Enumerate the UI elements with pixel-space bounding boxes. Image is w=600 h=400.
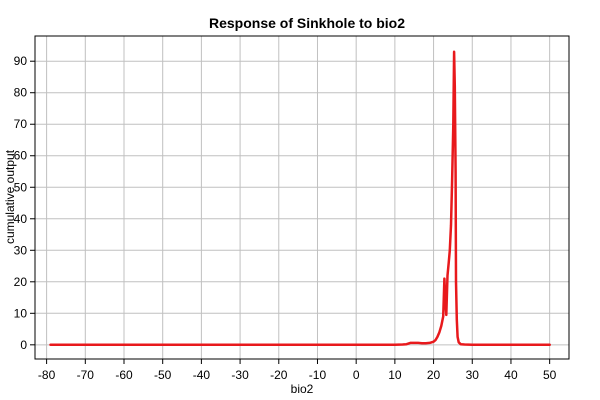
y-tick-label: 30 <box>14 243 28 257</box>
y-tick-label: 10 <box>14 306 28 320</box>
plot-frame <box>34 35 570 360</box>
x-tick-label: -50 <box>154 368 172 382</box>
x-tick-label: 50 <box>543 368 557 382</box>
y-tick-label: 80 <box>14 86 28 100</box>
x-tick-label: 30 <box>466 368 480 382</box>
x-axis-label: bio2 <box>291 382 314 396</box>
y-tick-label: 20 <box>14 275 28 289</box>
x-tick-label: 0 <box>353 368 360 382</box>
x-tick-label: -70 <box>77 368 95 382</box>
x-tick-label: -60 <box>115 368 133 382</box>
y-tick-label: 60 <box>14 149 28 163</box>
y-axis-ticks: 0 10 20 30 40 50 60 70 80 90 <box>14 54 35 352</box>
x-tick-label: -40 <box>193 368 211 382</box>
y-tick-label: 0 <box>20 338 27 352</box>
x-tick-label: 10 <box>388 368 402 382</box>
y-tick-label: 50 <box>14 180 28 194</box>
x-tick-label: -80 <box>38 368 56 382</box>
y-tick-label: 40 <box>14 212 28 226</box>
series-group <box>49 50 551 347</box>
series-line <box>49 50 551 347</box>
x-tick-label: 20 <box>427 368 441 382</box>
chart-title: Response of Sinkhole to bio2 <box>209 15 405 31</box>
x-tick-label: 40 <box>504 368 518 382</box>
y-tick-label: 70 <box>14 117 28 131</box>
x-tick-label: -20 <box>270 368 288 382</box>
y-axis-label: cumulative output <box>3 149 17 244</box>
x-tick-label: -30 <box>231 368 249 382</box>
y-tick-label: 90 <box>14 54 28 68</box>
x-tick-label: -10 <box>309 368 327 382</box>
x-axis-ticks: -80 -70 -60 -50 -40 -30 -20 -10 0 10 20 30 40 50 <box>38 359 557 382</box>
grid-lines <box>35 36 569 359</box>
